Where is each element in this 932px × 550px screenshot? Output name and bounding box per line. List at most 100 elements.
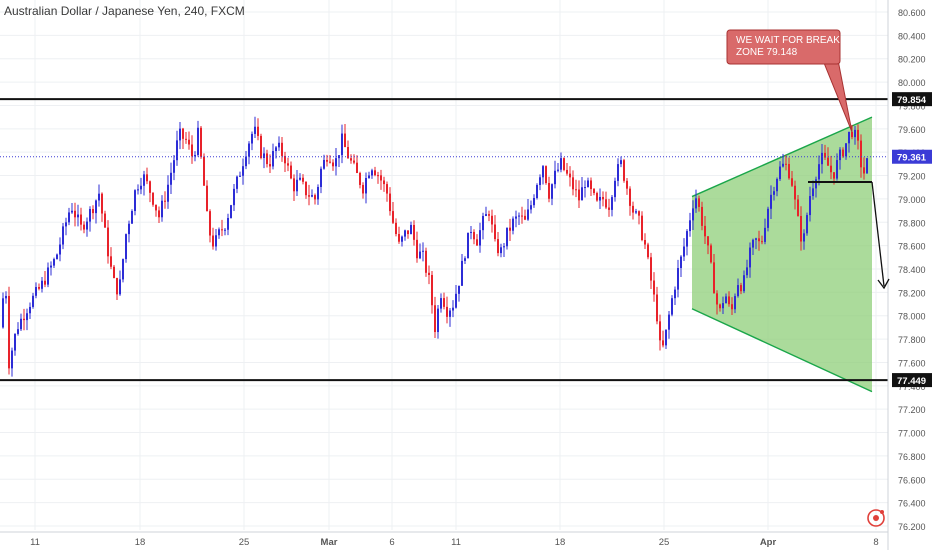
candle-up [779,166,781,180]
candle-up [437,308,439,333]
candle-up [512,218,514,231]
support-price-label-bg [892,373,932,388]
candle-up [854,129,856,138]
candle-up [227,217,229,230]
candle-down [602,196,604,200]
candle-down [356,162,358,173]
candle-down [428,272,430,275]
candle-down [563,158,565,170]
y-tick-label: 79.200 [898,172,926,182]
candle-down [842,149,844,157]
candle-up [635,211,637,213]
candle-up [125,234,127,260]
candle-up [722,303,724,309]
candle-up [542,166,544,178]
candle-up [71,210,73,213]
candle-down [605,199,607,208]
candle-up [137,189,139,191]
candle-up [482,215,484,231]
candle-up [581,187,583,201]
y-tick-label: 77.800 [898,335,926,345]
y-tick-label: 76.200 [898,522,926,532]
candle-up [734,296,736,310]
y-tick-label: 80.000 [898,78,926,88]
candle-down [623,160,625,181]
candle-down [92,209,94,214]
candle-up [41,280,43,289]
candle-up [11,350,13,369]
candle-up [587,180,589,188]
candle-down [116,277,118,295]
candle-up [773,191,775,195]
candle-up [803,233,805,242]
candle-up [770,194,772,209]
candle-up [254,126,256,134]
current-price-label: 79.361 [897,153,927,164]
candle-down [545,166,547,183]
candle-down [149,181,151,193]
candle-up [533,197,535,206]
y-tick-label: 76.800 [898,452,926,462]
candle-down [74,210,76,218]
candle-down [575,189,577,191]
candle-down [659,321,661,341]
candle-down [629,188,631,206]
annotation-callout[interactable]: WE WAIT FOR BREAK ZONE 79.148 [726,29,853,133]
candle-down [269,164,271,167]
callout-pointer [821,57,853,133]
candle-down [800,215,802,242]
candle-up [47,267,49,285]
candle-up [764,227,766,242]
candle-down [443,298,445,307]
candle-up [278,142,280,148]
y-tick-label: 76.600 [898,475,926,485]
candle-down [155,204,157,211]
candle-up [341,133,343,156]
candle-up [2,298,4,328]
x-tick-label: 11 [30,537,40,548]
candle-down [608,207,610,210]
candle-up [866,158,868,174]
candle-down [641,215,643,241]
candle-down [206,185,208,212]
candle-down [425,250,427,273]
candle-down [362,184,364,194]
candle-down [326,159,328,162]
candle-up [245,156,247,167]
down-arrow-head [877,278,890,290]
candle-up [401,236,403,242]
candle-up [692,208,694,221]
candle-down [716,293,718,305]
candle-down [392,211,394,223]
candle-down [827,157,829,166]
candle-down [647,244,649,258]
candle-up [197,127,199,155]
candle-up [503,246,505,248]
y-tick-label: 78.800 [898,218,926,228]
callout-line-2: ZONE 79.148 [736,47,798,58]
x-tick-label: Mar [321,537,338,548]
candle-down [110,256,112,267]
candle-down [185,138,187,140]
candle-down [728,296,730,305]
candle-up [170,172,172,185]
candle-down [833,172,835,179]
candle-down [788,164,790,179]
callout-line-1: WE WAIT FOR BREAK [736,35,840,46]
candle-up [809,196,811,216]
y-tick-label: 78.400 [898,265,926,275]
candle-down [707,236,709,246]
candle-down [785,163,787,165]
candle-up [518,215,520,217]
candle-up [839,149,841,161]
candle-up [272,151,274,167]
x-tick-label: 11 [451,537,461,548]
candle-down [857,129,859,141]
candle-down [359,172,361,185]
candle-down [497,239,499,254]
candle-up [812,188,814,197]
candle-down [44,280,46,285]
candle-down [152,192,154,205]
projection-arrows [808,181,890,290]
